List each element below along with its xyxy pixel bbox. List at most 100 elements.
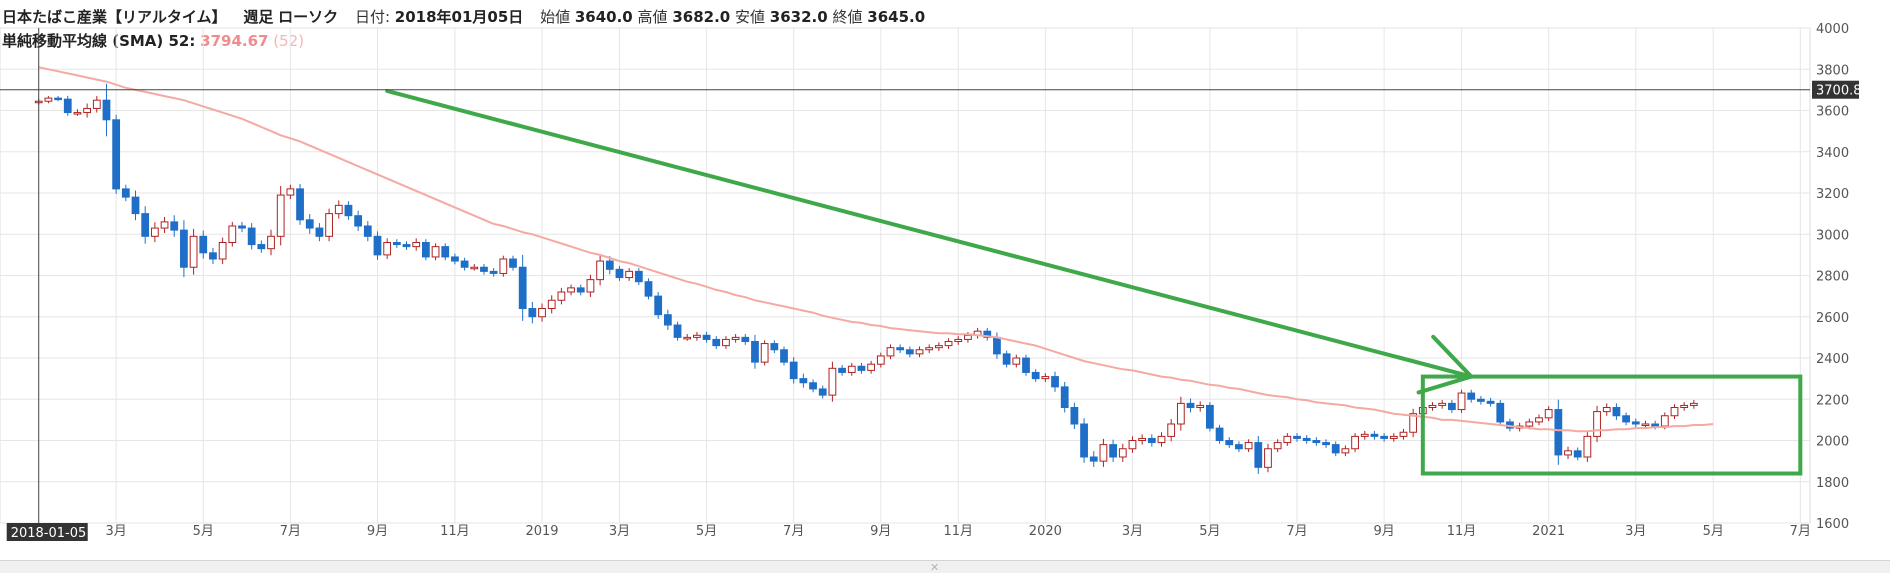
candle-body xyxy=(905,349,914,355)
candle-body xyxy=(1041,376,1050,380)
candle-body xyxy=(305,219,314,229)
candle-body xyxy=(54,97,62,101)
candle-body xyxy=(286,188,295,196)
candle-body xyxy=(915,349,924,355)
candle xyxy=(741,334,750,345)
candle xyxy=(731,334,740,343)
candle xyxy=(1602,403,1611,416)
candle-body xyxy=(92,99,101,109)
candle xyxy=(1022,354,1030,376)
chart-style-label: ローソク xyxy=(278,8,339,26)
candle xyxy=(218,237,227,264)
crosshair-price-tag xyxy=(1812,80,1859,99)
candle-body xyxy=(141,213,150,237)
candle-body xyxy=(1554,409,1563,456)
range-scroll-bar[interactable]: ✕ xyxy=(0,560,1890,574)
candle xyxy=(576,284,585,296)
candle-body xyxy=(1215,427,1224,441)
candle xyxy=(1196,401,1205,412)
candle xyxy=(838,365,846,376)
candle xyxy=(1351,433,1359,453)
candle-body xyxy=(1176,402,1185,425)
candle-body xyxy=(983,330,992,338)
x-tick-label: 9月 xyxy=(870,524,891,539)
x-tick-label: 5月 xyxy=(193,524,214,539)
candle-body xyxy=(1399,431,1408,437)
y-tick-label: 2000 xyxy=(1816,435,1849,450)
candle xyxy=(1583,431,1592,462)
candle-body xyxy=(325,213,333,237)
candle-body xyxy=(760,343,769,363)
candle xyxy=(1070,402,1079,429)
candle xyxy=(973,327,982,339)
candle xyxy=(567,284,575,296)
y-tick-label: 3600 xyxy=(1816,105,1849,120)
candle xyxy=(944,338,953,349)
candle-body xyxy=(586,279,595,293)
resize-handle-icon[interactable]: ✕ xyxy=(930,561,940,574)
candle xyxy=(1089,451,1098,467)
x-tick-label: 7月 xyxy=(783,524,804,539)
candle xyxy=(499,255,508,277)
candle xyxy=(460,257,469,271)
candle-body xyxy=(199,235,208,254)
candle xyxy=(1399,428,1408,440)
low-value: 3632.0 xyxy=(769,8,828,26)
candle-body xyxy=(180,229,188,268)
candlestick-chart[interactable]: 3700.8 2018-01-05 4000 3800 3600 3400 3200 300… xyxy=(0,0,1890,560)
candle xyxy=(1215,424,1224,444)
candle-body xyxy=(1573,450,1582,458)
candle-body xyxy=(934,345,943,349)
candle-body xyxy=(121,188,130,198)
candle-body xyxy=(334,204,343,215)
candle xyxy=(818,385,827,399)
candle-body xyxy=(1428,404,1437,408)
candle-body xyxy=(770,343,779,351)
candle xyxy=(363,221,372,242)
high-label: 高値 xyxy=(637,8,668,26)
candle xyxy=(538,303,546,322)
candle-body xyxy=(431,246,440,258)
candle xyxy=(857,362,866,374)
open-value: 3640.0 xyxy=(574,8,633,26)
candle xyxy=(1244,439,1253,453)
candle xyxy=(1641,420,1650,428)
candle-body xyxy=(228,225,237,243)
candle-body xyxy=(102,99,111,121)
candle-body xyxy=(1583,435,1592,458)
candle xyxy=(228,221,237,247)
candle xyxy=(44,96,53,104)
candle-body xyxy=(1457,392,1466,411)
candle-body xyxy=(63,98,72,114)
candle-body xyxy=(489,270,498,274)
candle-body xyxy=(1467,392,1476,400)
candle xyxy=(1447,400,1456,413)
candle-body xyxy=(470,266,479,270)
candle-body xyxy=(1235,444,1243,450)
candle xyxy=(847,362,856,376)
candle xyxy=(1206,402,1214,432)
candle-body xyxy=(112,119,121,190)
candle-body xyxy=(780,349,788,363)
candle xyxy=(431,243,440,261)
candle-body xyxy=(1660,415,1669,427)
candle-body xyxy=(451,256,459,262)
close-label: 終値 xyxy=(832,8,863,26)
candle-body xyxy=(1612,407,1621,417)
candle xyxy=(702,332,711,343)
candle xyxy=(1128,436,1137,453)
candle xyxy=(1322,439,1330,448)
candle-body xyxy=(1409,413,1418,433)
x-tick-label: 5月 xyxy=(696,524,717,539)
candle xyxy=(54,96,62,102)
x-tick-label: 3月 xyxy=(1625,524,1646,539)
candle-body xyxy=(1544,409,1553,419)
candle xyxy=(1535,414,1543,426)
candle xyxy=(63,95,72,116)
candle-body xyxy=(1128,440,1137,450)
candle xyxy=(663,309,672,330)
candle xyxy=(1564,446,1572,460)
candle xyxy=(1109,439,1117,462)
candle xyxy=(267,229,275,256)
crosshair-price-label: 3700.8 xyxy=(1816,84,1862,99)
